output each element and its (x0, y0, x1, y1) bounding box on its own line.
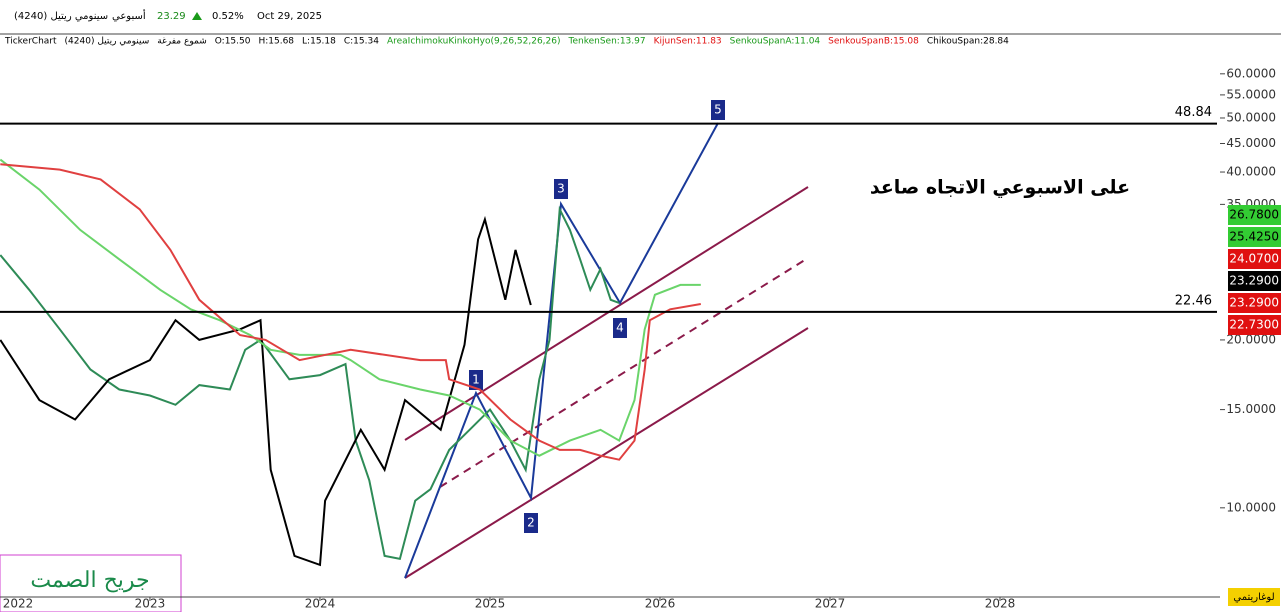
header-item: شموع مفرغة (157, 37, 207, 47)
series-line (0, 163, 701, 461)
y-tick-label: 60.0000 (1226, 66, 1276, 80)
price-label-box (1228, 249, 1281, 269)
y-tick-label: 55.0000 (1226, 87, 1276, 101)
series-line (0, 205, 620, 561)
wave-labels: 1 2 3 4 5 (469, 100, 725, 533)
price-label: 25.4250 (1229, 230, 1279, 244)
wave-label: 1 (472, 373, 480, 387)
wave-box (613, 318, 627, 338)
h-line-label: 22.46 (1175, 293, 1212, 308)
signature: جريح الصمت (30, 568, 149, 593)
wave-label: 5 (714, 103, 722, 117)
header-item: AreaIchimokuKinkoHyo(9,26,52,26,26) (387, 37, 561, 47)
x-tick-label: 2022 (3, 597, 34, 611)
header-item: L:15.18 (302, 37, 336, 47)
header-item: SenkouSpanA:11.04 (730, 37, 821, 47)
y-tick-label: 10.0000 (1226, 500, 1276, 514)
period: أسبوعي (112, 9, 146, 22)
series-line (0, 158, 701, 457)
price-label-box (1228, 315, 1281, 335)
price-label-box (1228, 293, 1281, 313)
scale-label: لوغاريتمي (1233, 592, 1274, 603)
header-item: O:15.50 (215, 37, 251, 47)
wave-label: 3 (557, 182, 565, 196)
y-tick-label: 15.0000 (1226, 402, 1276, 416)
price-label: 22.7300 (1229, 318, 1279, 332)
wave-box (554, 179, 568, 199)
symbol: سينومي ريتيل (4240) (14, 11, 108, 22)
header-item: SenkouSpanB:15.08 (828, 37, 919, 47)
price: 23.29 (157, 11, 186, 22)
channel-upper (404, 186, 809, 441)
channel-mid (439, 257, 809, 488)
annotation: على الاسبوعي الاتجاه صاعد (870, 177, 1130, 199)
wave-box (469, 370, 483, 390)
price-label-box (1228, 205, 1281, 225)
y-tick-label: 45.0000 (1226, 136, 1276, 150)
wave-box (711, 100, 725, 120)
scale-box (1228, 588, 1280, 606)
date: Oct 29, 2025 (257, 11, 322, 22)
up-arrow (192, 12, 202, 20)
y-tick-label: 50.0000 (1226, 110, 1276, 124)
signature-box (0, 554, 182, 612)
x-tick-label: 2025 (475, 597, 506, 611)
price-label: 23.2900 (1229, 274, 1279, 288)
price-label-box (1228, 227, 1281, 247)
indicator-row: TickerChart سينومي ريتيل (4240) شموع مفرغة… (4, 37, 1009, 47)
header-item: ChikouSpan:28.84 (927, 37, 1009, 47)
header-item: C:15.34 (344, 37, 379, 47)
channel-lower (404, 327, 809, 579)
header-item: TenkenSen:13.97 (568, 37, 646, 47)
price-label: 24.0700 (1229, 252, 1279, 266)
price-label: 23.2900 (1229, 296, 1279, 310)
series-line (0, 215, 532, 567)
x-tick-label: 2028 (985, 597, 1016, 611)
x-tick-label: 2024 (305, 597, 336, 611)
h-line-label: 48.84 (1175, 105, 1212, 120)
header-item: KijunSen:11.83 (654, 37, 722, 47)
y-tick-label: 20.0000 (1226, 332, 1276, 346)
y-tick-label: 40.0000 (1226, 165, 1276, 179)
change: 0.52% (212, 11, 244, 22)
price-label: 26.7800 (1229, 208, 1279, 222)
header-item: H:15.68 (258, 37, 294, 47)
x-tick-label: 2026 (645, 597, 676, 611)
header-item: سينومي ريتيل (4240) (65, 37, 150, 47)
x-tick-label: 2027 (815, 597, 846, 611)
x-tick-label: 2023 (135, 597, 166, 611)
header-item: TickerChart (4, 37, 57, 47)
price-label-box (1228, 271, 1281, 291)
wave-box (524, 513, 538, 533)
wave-label: 4 (616, 321, 624, 335)
wave-label: 2 (527, 516, 535, 530)
